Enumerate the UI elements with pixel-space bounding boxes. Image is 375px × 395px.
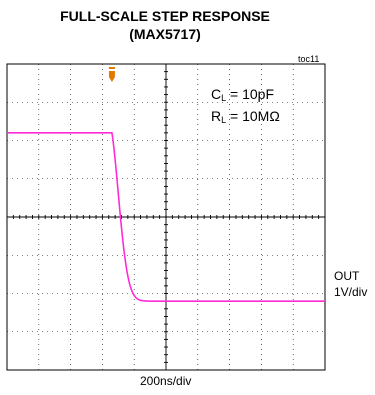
- grid: [6, 63, 326, 371]
- x-scale-label: 200ns/div: [140, 374, 192, 388]
- test-conditions: CL = 10pF RL = 10MΩ: [211, 85, 280, 129]
- load-capacitance: CL = 10pF: [211, 86, 275, 103]
- y-scale-label: 1V/div: [334, 285, 368, 299]
- trigger-arrow: [108, 71, 115, 82]
- chart-title: FULL-SCALE STEP RESPONSE: [60, 8, 270, 24]
- channel-label: OUT: [334, 269, 360, 283]
- load-resistance: RL = 10MΩ: [211, 108, 280, 125]
- chart-subtitle: (MAX5717): [129, 26, 201, 42]
- trace-out: [7, 132, 325, 302]
- trigger-bar: [108, 67, 115, 69]
- figure-id: toc11: [298, 54, 320, 64]
- trigger-marker-icon: [108, 67, 115, 82]
